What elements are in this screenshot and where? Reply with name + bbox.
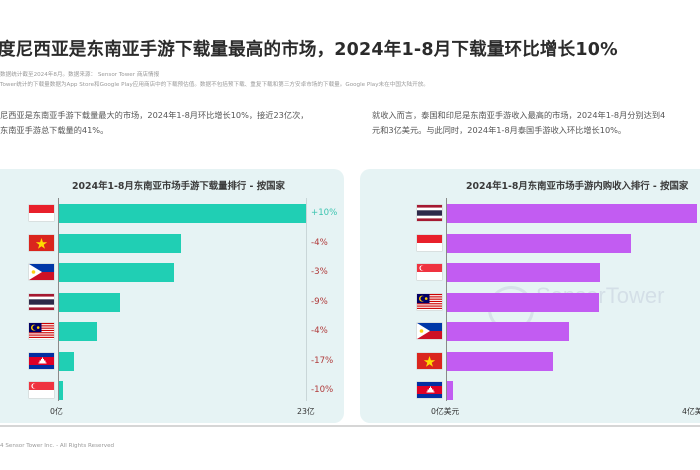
left-paragraph-line: 尼西亚是东南亚手游下载量最大的市场，2024年1-8月环比增长10%，接近23亿…	[0, 110, 309, 120]
flag-th-icon	[29, 293, 54, 310]
footer-divider	[0, 425, 700, 427]
revenue-bar	[447, 263, 601, 282]
revenue-bar	[447, 381, 454, 400]
source-note: 数据统计截至2024年8月。数据来源： Sensor Tower 商店情报	[0, 72, 160, 78]
revenue-bar	[447, 322, 569, 341]
page-title: 度尼西亚是东南亚手游下载量最高的市场，2024年1-8月下载量环比增长10%	[0, 40, 618, 60]
downloads-bar	[59, 204, 306, 223]
downloads-bar	[59, 381, 64, 400]
downloads-change-label: -17%	[311, 355, 334, 366]
downloads-max-line	[306, 198, 307, 401]
flag-kh-icon	[417, 382, 442, 398]
downloads-bar	[59, 322, 97, 341]
methodology-note: Tower统计的下载量数据为App Store和Google Play应用商店中…	[0, 82, 429, 88]
flag-th-icon	[417, 205, 442, 221]
downloads-bar	[59, 263, 174, 282]
downloads-change-label: -9%	[311, 296, 328, 307]
downloads-change-label: -10%	[311, 385, 334, 395]
flag-id-icon	[29, 205, 54, 221]
flag-ph-icon	[29, 264, 54, 280]
downloads-axis	[58, 198, 59, 401]
right-paragraph: 就收入而言，泰国和印尼是东南亚手游收入最高的市场，2024年1-8月分别达到4 …	[372, 108, 665, 138]
flag-my-icon	[417, 293, 442, 310]
downloads-bar	[59, 292, 121, 312]
flag-my-icon	[29, 323, 54, 339]
flag-sg-icon	[29, 382, 54, 398]
right-paragraph-line: 元和3亿美元。与此同时，2024年1-8月泰国手游收入环比增长10%。	[372, 125, 627, 135]
revenue-axis	[446, 198, 447, 401]
downloads-change-label: -3%	[311, 267, 328, 277]
left-paragraph-line: 东南亚手游总下载量的41%。	[0, 125, 109, 135]
revenue-bar	[447, 233, 632, 253]
revenue-bar	[447, 351, 554, 371]
downloads-bar	[59, 351, 75, 371]
downloads-chart-title: 2024年1-8月东南亚市场手游下载量排行 - 按国家	[72, 181, 285, 192]
downloads-change-label: -4%	[311, 326, 328, 336]
revenue-bar	[447, 204, 697, 223]
downloads-bar	[59, 233, 182, 253]
flag-id-icon	[417, 234, 442, 251]
revenue-tick-max: 4亿美	[682, 407, 700, 416]
left-paragraph: 尼西亚是东南亚手游下载量最大的市场，2024年1-8月环比增长10%，接近23亿…	[0, 108, 308, 138]
revenue-chart-title: 2024年1-8月东南亚市场手游内购收入排行 - 按国家	[466, 181, 689, 192]
downloads-change-label: +10%	[311, 208, 338, 218]
downloads-tick-max: 23亿	[297, 407, 315, 416]
flag-vn-icon	[29, 234, 54, 251]
footer-copyright: 4 Sensor Tower Inc. - All Rights Reserve…	[0, 443, 115, 449]
flag-kh-icon	[29, 352, 54, 369]
flag-sg-icon	[417, 264, 442, 280]
revenue-tick-min: 0亿美元	[431, 407, 460, 416]
flag-ph-icon	[417, 323, 442, 339]
right-paragraph-line: 就收入而言，泰国和印尼是东南亚手游收入最高的市场，2024年1-8月分别达到4	[372, 110, 666, 120]
downloads-tick-min: 0亿	[50, 407, 63, 416]
downloads-change-label: -4%	[311, 237, 328, 248]
revenue-bar	[447, 292, 599, 312]
flag-vn-icon	[417, 352, 442, 369]
